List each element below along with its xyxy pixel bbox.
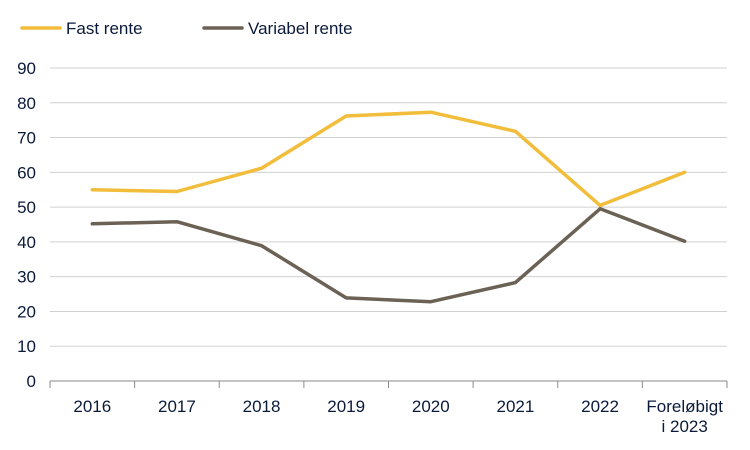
x-tick-label: 2017: [158, 397, 196, 416]
y-tick-label: 60: [17, 163, 36, 182]
legend: Fast rente Variabel rente: [20, 19, 353, 38]
x-tick-label: 2019: [327, 397, 365, 416]
x-axis: 2016 2017 2018 2019 2020 2021 2022 Foreløbigt i …: [49, 380, 728, 436]
y-tick-label: 70: [17, 129, 36, 148]
x-tick-label: 2021: [497, 397, 535, 416]
y-tick-label: 30: [17, 268, 36, 287]
x-tick-label: 2022: [581, 397, 619, 416]
x-tick-label: 2018: [243, 397, 281, 416]
x-tick-label: 2020: [412, 397, 450, 416]
y-tick-label: 80: [17, 94, 36, 113]
legend-label: Fast rente: [66, 19, 143, 38]
y-tick-label: 90: [17, 59, 36, 78]
x-tick-label: 2016: [73, 397, 111, 416]
legend-label: Variabel rente: [248, 19, 353, 38]
gridlines: [50, 67, 727, 347]
y-tick-label: 40: [17, 233, 36, 252]
y-tick-label: 0: [27, 372, 36, 391]
y-tick-label: 20: [17, 302, 36, 321]
y-tick-label: 50: [17, 198, 36, 217]
series-line-fast-rente: [90, 110, 687, 208]
series-line-variabel-rente: [90, 207, 687, 304]
y-axis-ticks: 0 10 20 30 40 50 60 70 80 90: [17, 59, 36, 391]
series-lines: [90, 110, 687, 304]
x-tick-label: Foreløbigt i 2023: [646, 397, 723, 436]
y-tick-label: 10: [17, 337, 36, 356]
